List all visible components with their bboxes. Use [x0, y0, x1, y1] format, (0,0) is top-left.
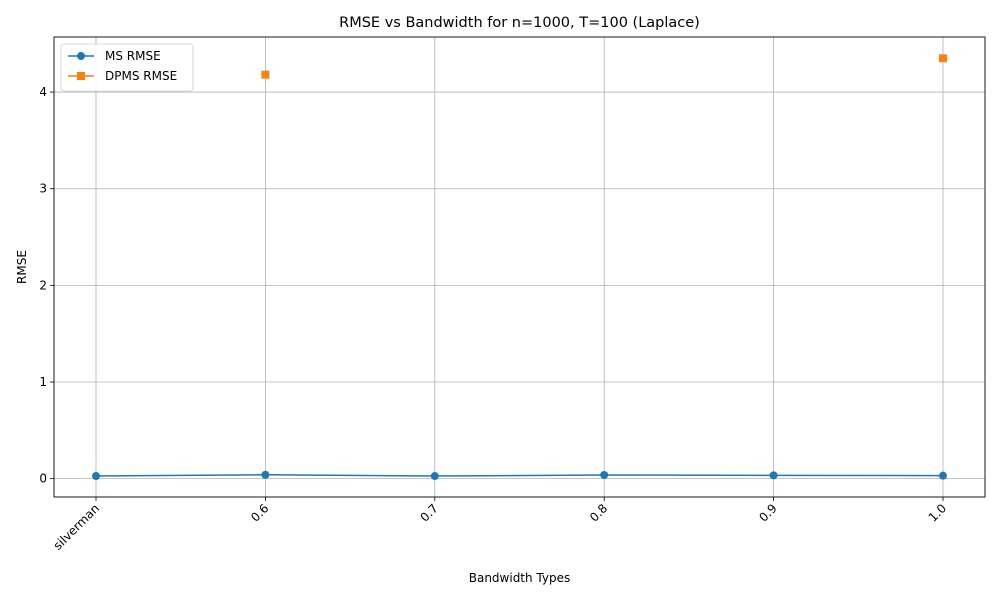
x-axis-label: Bandwidth Types — [469, 571, 571, 585]
legend-label-dpms-rmse: DPMS RMSE — [105, 69, 177, 83]
legend: MS RMSE DPMS RMSE — [60, 43, 194, 92]
y-tick-label: 2 — [39, 278, 47, 292]
ms-rmse-point — [939, 471, 947, 480]
ms-rmse-point — [261, 470, 270, 479]
gridlines — [54, 37, 985, 497]
y-tick-label: 1 — [39, 375, 47, 389]
ms-rmse-point — [769, 471, 778, 480]
y-tick-label: 3 — [39, 182, 47, 196]
y-axis-label: RMSE — [15, 250, 29, 284]
ms-rmse-line — [95, 474, 944, 477]
dpms-rmse-point — [939, 54, 947, 63]
legend-label-ms-rmse: MS RMSE — [105, 49, 161, 63]
legend-marker-dpms-rmse — [77, 72, 85, 80]
ms-rmse-point — [430, 472, 439, 481]
ms-rmse-point — [600, 470, 609, 479]
y-tick-label: 4 — [39, 85, 47, 99]
legend-marker-ms-rmse — [77, 52, 85, 60]
series-layer — [92, 54, 947, 481]
chart-title: RMSE vs Bandwidth for n=1000, T=100 (Lap… — [339, 15, 700, 31]
ms-rmse-point — [92, 472, 100, 481]
plot-frame — [53, 36, 986, 498]
dpms-rmse-point — [261, 70, 270, 79]
y-tick-label: 0 — [39, 472, 47, 486]
